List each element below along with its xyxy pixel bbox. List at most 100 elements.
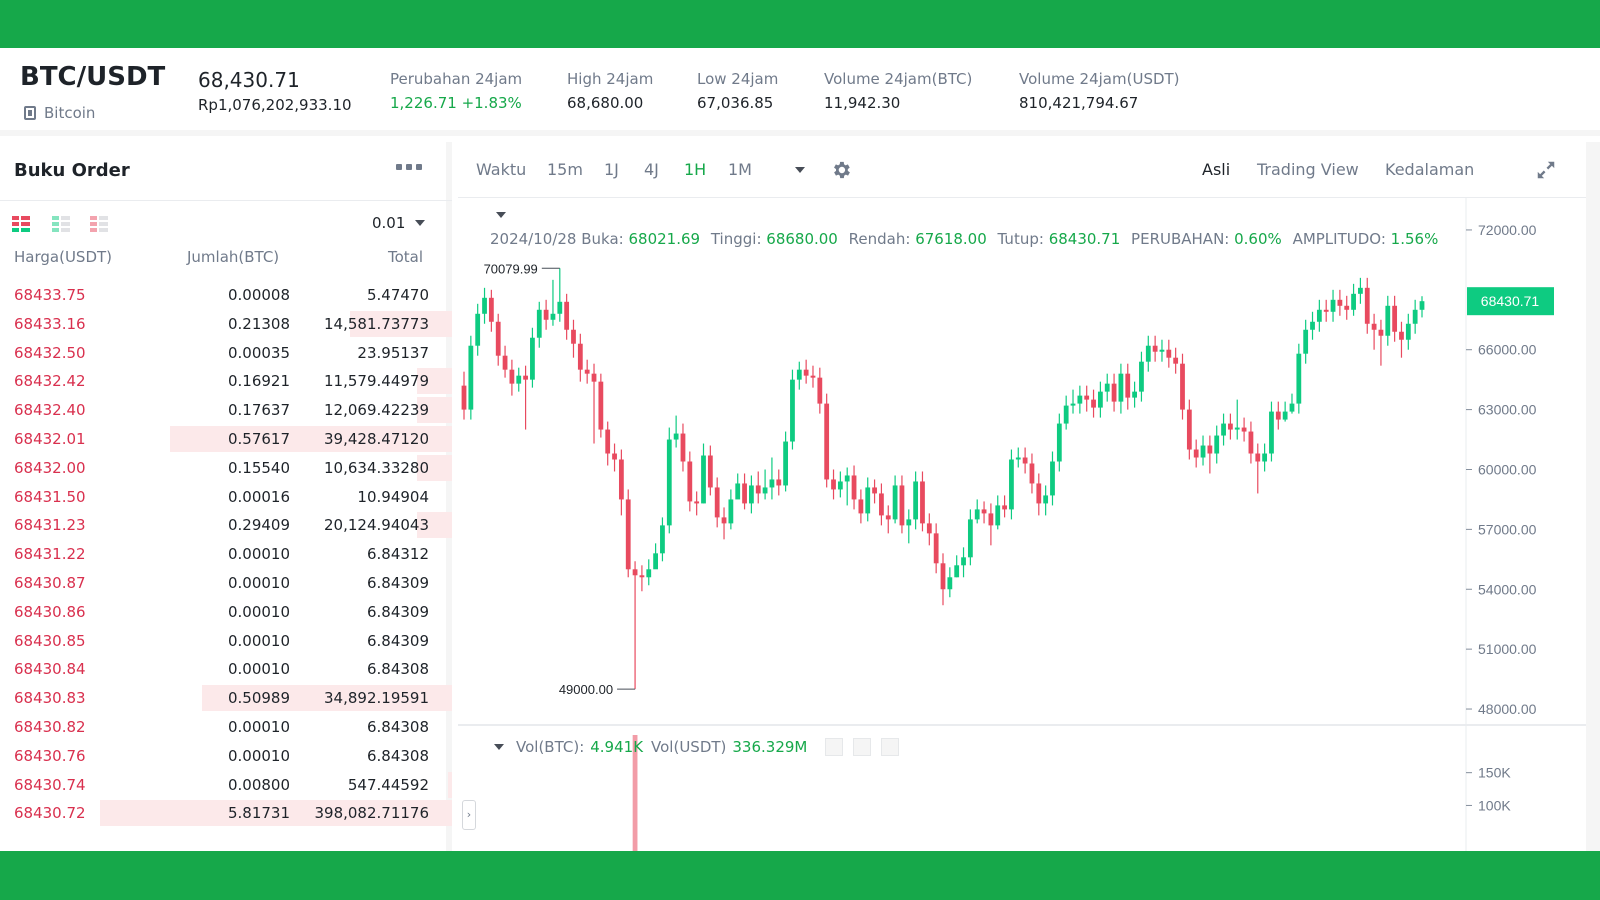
order-book-row[interactable]: 68432.01 0.57617 39,428.47120 [0, 425, 452, 454]
stat-high-24h: High 24jam 68,680.00 [567, 70, 653, 112]
candle-body [1221, 423, 1226, 436]
row-amount: 0.00010 [227, 602, 290, 621]
candle-body [920, 481, 925, 524]
order-book-row[interactable]: 68432.40 0.17637 12,069.42239 [0, 396, 452, 425]
pair-title[interactable]: BTC/USDT [20, 62, 166, 92]
candle-body [1207, 445, 1213, 454]
more-intervals-chevron-icon[interactable] [795, 167, 805, 173]
settings-icon[interactable] [853, 738, 872, 756]
row-total: 6.84312 [366, 545, 429, 564]
candle-body [885, 515, 891, 520]
row-total: 39,428.47120 [324, 429, 429, 448]
order-book-row[interactable]: 68432.50 0.00035 23.95137 [0, 339, 452, 368]
candle-body [1063, 405, 1069, 424]
y-tick-label: 60000.00 [1478, 461, 1537, 477]
collapse-chevron-icon[interactable] [496, 212, 506, 218]
candle-body [803, 369, 809, 376]
candle-body [933, 533, 939, 564]
view-both-icon[interactable] [12, 216, 30, 232]
depth-bar [417, 512, 452, 539]
candle-body [967, 519, 973, 558]
candlestick-chart[interactable]: 72000.00 66000.00 63000.00 60000.00 57000.00… [458, 198, 1586, 851]
visibility-icon[interactable] [825, 738, 844, 756]
candle-body [1337, 299, 1343, 306]
candle-body [543, 309, 549, 320]
interval-4j[interactable]: 4J [644, 160, 659, 179]
order-book-row[interactable]: 68433.16 0.21308 14,581.73773 [0, 310, 452, 339]
candle-body [1084, 395, 1090, 400]
collapse-volume-chevron-icon[interactable] [494, 744, 504, 750]
order-book-row[interactable]: 68432.42 0.16921 11,579.44979 [0, 367, 452, 396]
candle-body [1405, 323, 1411, 340]
candle-body [1412, 309, 1418, 324]
order-book-row[interactable]: 68430.84 0.00010 6.84308 [0, 655, 452, 684]
ohlc-high-label: Tinggi: [710, 230, 762, 248]
order-book-row[interactable]: 68431.22 0.00010 6.84312 [0, 540, 452, 569]
row-total: 6.84308 [366, 717, 429, 736]
candle-body [639, 575, 645, 578]
top-green-band [0, 0, 1600, 48]
row-amount: 0.50989 [227, 689, 290, 708]
order-book-row[interactable]: 68430.74 0.00800 547.44592 [0, 771, 452, 800]
view-kedalaman[interactable]: Kedalaman [1385, 160, 1475, 179]
fullscreen-icon[interactable] [1535, 159, 1557, 181]
candle-body [605, 429, 611, 454]
view-asli[interactable]: Asli [1202, 160, 1231, 179]
order-book-row[interactable]: 68430.72 5.81731 398,082.71176 [0, 799, 452, 828]
candle-body [1036, 483, 1042, 504]
gear-icon[interactable] [830, 159, 852, 181]
order-book-row[interactable]: 68430.85 0.00010 6.84309 [0, 627, 452, 656]
candle-body [1173, 357, 1179, 364]
interval-waktu[interactable]: Waktu [476, 160, 527, 179]
candle-body [1050, 461, 1055, 496]
view-bids-icon[interactable] [52, 216, 70, 232]
candle-body [790, 379, 795, 442]
order-book-row[interactable]: 68432.00 0.15540 10,634.33280 [0, 454, 452, 483]
ohlc-change: 0.60% [1234, 230, 1282, 248]
candle-body [482, 297, 487, 314]
order-book-row[interactable]: 68430.82 0.00010 6.84308 [0, 713, 452, 742]
y-tick-label: 54000.00 [1478, 581, 1537, 597]
candle-body [557, 301, 563, 314]
interval-1j[interactable]: 1J [604, 160, 619, 179]
y-tick-label: 66000.00 [1478, 342, 1537, 358]
volume-tick-label: 150K [1478, 765, 1511, 781]
view-trading-view[interactable]: Trading View [1257, 160, 1359, 179]
order-book-row[interactable]: 68430.86 0.00010 6.84309 [0, 598, 452, 627]
order-book-row[interactable]: 68430.83 0.50989 34,892.19591 [0, 684, 452, 713]
candle-body [1248, 431, 1254, 454]
interval-1h[interactable]: 1H [684, 160, 707, 179]
coin-name[interactable]: Bitcoin [24, 104, 95, 122]
row-price: 68432.50 [14, 343, 86, 362]
ohlc-close-label: Tutup: [997, 230, 1044, 248]
order-book-row[interactable]: 68433.75 0.00008 5.47470 [0, 281, 452, 310]
interval-1m[interactable]: 1M [728, 160, 752, 179]
candle-body [1200, 445, 1206, 458]
candle-body [1241, 427, 1247, 432]
candle-body [721, 517, 727, 524]
row-amount: 0.00010 [227, 746, 290, 765]
candle-body [728, 499, 734, 524]
order-book-row[interactable]: 68431.50 0.00016 10.94904 [0, 483, 452, 512]
y-tick-label: 48000.00 [1478, 701, 1537, 717]
candle-body [913, 481, 919, 520]
candle-body [707, 455, 713, 488]
order-book-row[interactable]: 68431.23 0.29409 20,124.94043 [0, 511, 452, 540]
more-options-icon[interactable] [396, 164, 426, 174]
row-total: 20,124.94043 [324, 516, 429, 535]
scroll-right-chevron-icon[interactable]: › [462, 800, 476, 830]
close-icon[interactable] [881, 738, 900, 756]
precision-dropdown[interactable]: 0.01 [372, 214, 426, 232]
row-price: 68431.50 [14, 487, 86, 506]
candle-body [796, 369, 802, 380]
chart-panel: Waktu 15m 1J 4J 1H 1M Asli Trading View … [458, 142, 1586, 851]
row-price: 68430.87 [14, 573, 86, 592]
view-asks-icon[interactable] [90, 216, 108, 232]
candle-body [1104, 383, 1110, 392]
order-book-row[interactable]: 68430.87 0.00010 6.84309 [0, 569, 452, 598]
candle-body [1180, 363, 1185, 410]
interval-15m[interactable]: 15m [547, 160, 583, 179]
order-book-row[interactable]: 68430.76 0.00010 6.84308 [0, 742, 452, 771]
row-amount: 0.17637 [227, 401, 290, 420]
candle-body [776, 479, 782, 486]
